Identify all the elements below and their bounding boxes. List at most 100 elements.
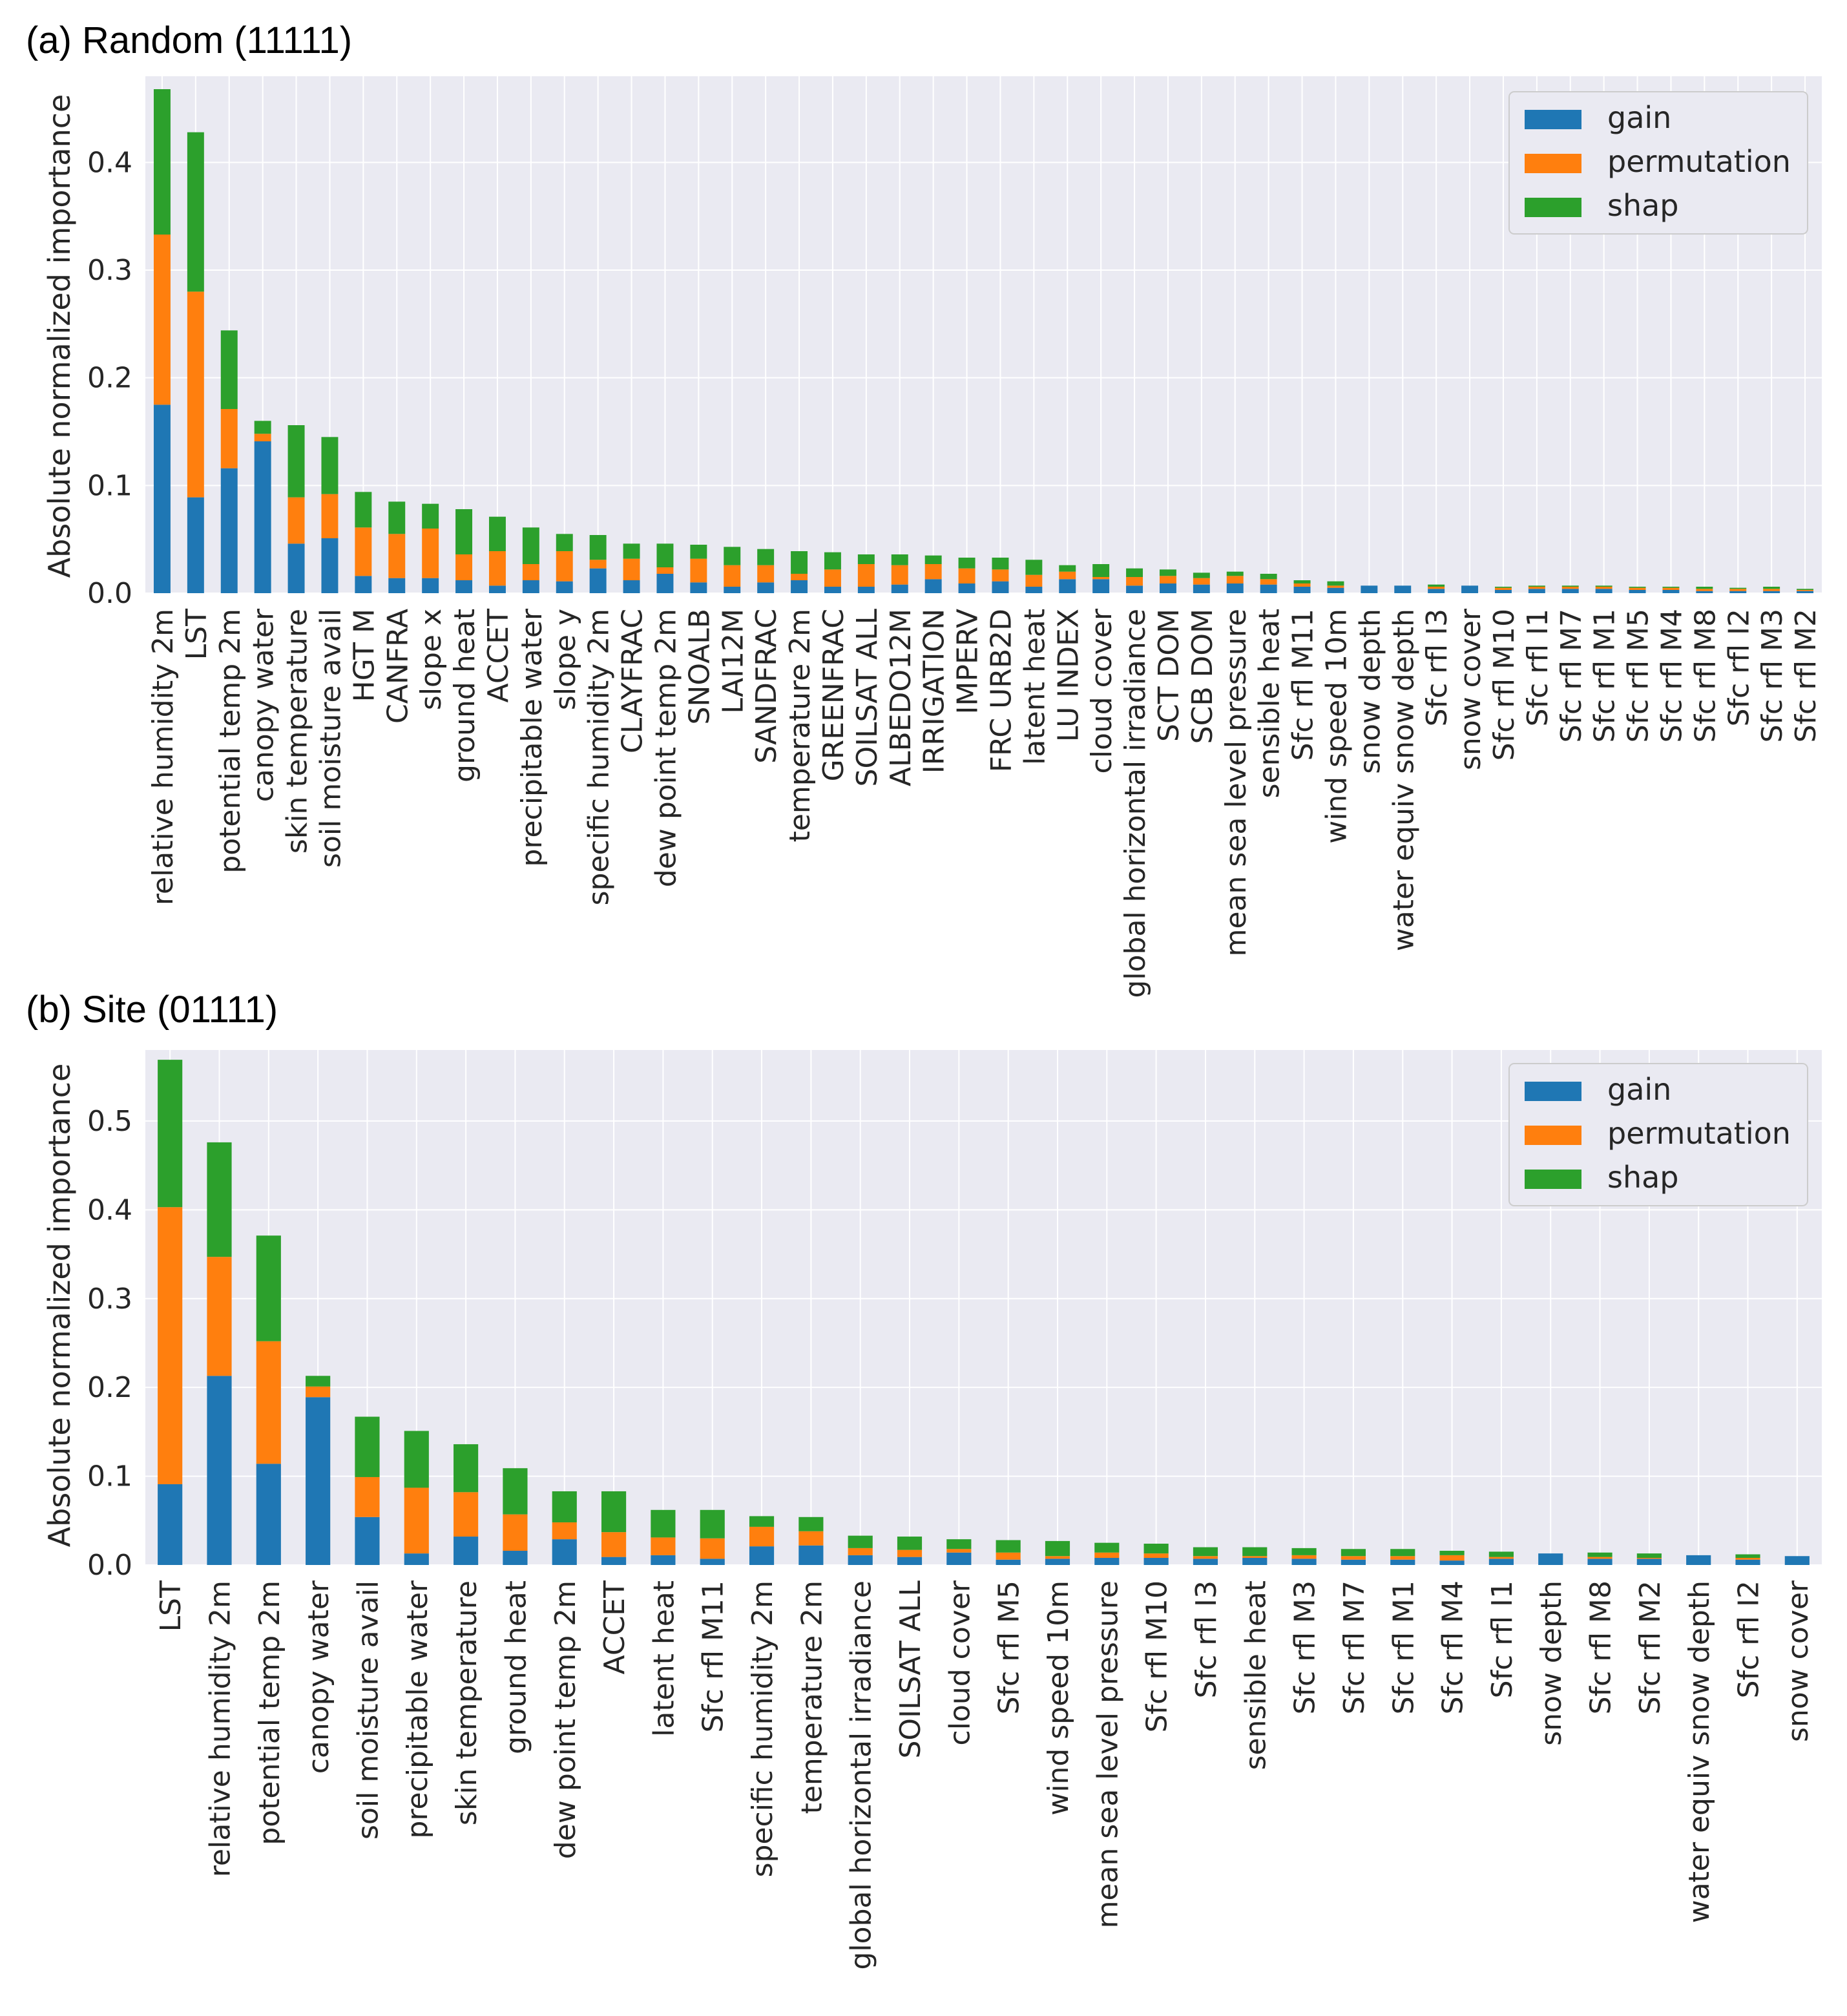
bar-a-skin-temperature-permutation	[287, 497, 305, 544]
panel-b-y-tick-label: 0.0	[87, 1549, 132, 1582]
bar-a-albedo12m-shap	[891, 554, 908, 565]
panel-a-x-tick-label: sensible heat	[1253, 609, 1286, 798]
panel-a-x-tick-label: Sfc rfl I2	[1722, 609, 1755, 726]
panel-b-legend-swatch-gain	[1525, 1082, 1581, 1101]
bar-a-lu-index-gain	[1059, 579, 1076, 593]
bar-b-sfc-rfl-m4-gain	[1439, 1560, 1465, 1565]
panel-a-x-tick-label: dew point temp 2m	[649, 609, 682, 887]
bar-a-sfc-rfl-m7-permutation	[1561, 587, 1579, 589]
panel-a-x-tick-label: mean sea level pressure	[1220, 609, 1253, 956]
bar-a-sfc-rfl-i3-permutation	[1428, 587, 1445, 589]
bar-b-canopy-water-gain	[306, 1397, 331, 1565]
bar-a-wind-speed-10m-permutation	[1327, 585, 1344, 588]
bar-b-skin-temperature-shap	[454, 1444, 479, 1493]
bar-a-snow-depth-gain	[1361, 585, 1378, 593]
bar-a-mean-sea-level-pressure-shap	[1226, 571, 1244, 576]
bar-a-irrigation-gain	[924, 579, 942, 593]
bar-a-slope-y-shap	[556, 534, 573, 551]
bar-b-latent-heat-gain	[651, 1555, 676, 1565]
panel-b-legend-swatch-permutation	[1525, 1126, 1581, 1145]
bar-b-wind-speed-10m-shap	[1045, 1540, 1070, 1557]
bar-a-specific-humidity-2m-gain	[589, 568, 607, 593]
bar-a-canfra-gain	[388, 578, 406, 593]
bar-a-slope-x-shap	[422, 503, 439, 529]
bar-b-sfc-rfl-m1-gain	[1390, 1559, 1415, 1565]
panel-b-x-tick-label: skin temperature	[450, 1580, 483, 1825]
panel-a-x-tick-label: HGT M	[348, 609, 381, 702]
bar-a-greenfrac-gain	[824, 587, 841, 593]
panel-a-x-tick-label: ground heat	[448, 609, 481, 782]
bar-a-wind-speed-10m-shap	[1327, 581, 1344, 586]
panel-b-x-tick-label: snow cover	[1782, 1580, 1815, 1742]
bar-a-sfc-rfl-i1-shap	[1528, 585, 1545, 587]
bar-a-lai12m-shap	[724, 547, 741, 565]
bar-a-sfc-rfl-m1-shap	[1595, 585, 1612, 587]
bar-a-dew-point-temp-2m-shap	[656, 543, 674, 567]
panel-b-x-tick-label: mean sea level pressure	[1091, 1580, 1124, 1928]
bar-b-relative-humidity-2m-gain	[207, 1376, 232, 1565]
bar-b-sfc-rfl-m7-permutation	[1341, 1556, 1366, 1560]
bar-a-lai12m-permutation	[724, 565, 741, 587]
bar-a-lst-permutation	[187, 291, 204, 498]
panel-a-x-tick-label: ACCET	[482, 609, 515, 703]
panel-a-x-tick-label: GREENFRAC	[817, 609, 850, 781]
panel-a-x-tick-label: latent heat	[1018, 609, 1051, 765]
bar-a-soil-moisture-avail-shap	[321, 437, 339, 494]
panel-b-x-tick-label: ground heat	[499, 1580, 532, 1754]
bar-b-wind-speed-10m-gain	[1045, 1559, 1070, 1565]
bar-a-sfc-rfl-m2-permutation	[1797, 590, 1814, 591]
bar-a-sfc-rfl-m5-permutation	[1629, 587, 1646, 590]
bar-a-sfc-rfl-m3-permutation	[1763, 589, 1780, 591]
bar-b-latent-heat-shap	[651, 1509, 676, 1538]
bar-a-canfra-permutation	[388, 534, 406, 578]
bar-a-sensible-heat-gain	[1260, 584, 1277, 593]
panel-b-x-tick-label: LST	[154, 1580, 187, 1632]
bar-b-temperature-2m-gain	[798, 1545, 824, 1565]
bar-b-accet-gain	[601, 1557, 627, 1565]
bar-b-sfc-rfl-m11-gain	[700, 1559, 725, 1565]
bar-a-sfc-rfl-m1-permutation	[1595, 587, 1612, 589]
panel-b-y-tick-label: 0.3	[87, 1283, 132, 1316]
panel-b-x-tick-label: sensible heat	[1239, 1580, 1272, 1770]
panel-a-y-tick-label: 0.2	[87, 362, 132, 395]
bar-a-potential-temp-2m-permutation	[220, 409, 238, 468]
bar-b-water-equiv-snow-depth-gain	[1686, 1555, 1711, 1565]
bar-a-sfc-rfl-m11-shap	[1293, 580, 1311, 583]
bar-a-relative-humidity-2m-permutation	[153, 235, 171, 405]
panel-b-x-tick-label: Sfc rfl I1	[1486, 1580, 1519, 1698]
panel-a-legend-box	[1508, 91, 1808, 235]
bar-a-sensible-heat-shap	[1260, 574, 1277, 580]
panel-a-x-tick-label: IMPERV	[952, 609, 985, 715]
panel-b-x-tick-label: Sfc rfl M7	[1338, 1580, 1371, 1714]
panel-b-x-tick-label: precipitable water	[401, 1580, 434, 1838]
bar-a-frc-urb2d-permutation	[992, 569, 1009, 582]
bar-a-frc-urb2d-gain	[992, 581, 1009, 593]
panel-b-x-tick-label: Sfc rfl M8	[1585, 1580, 1618, 1714]
bar-a-sct-dom-shap	[1159, 569, 1176, 576]
bar-a-sfc-rfl-i1-gain	[1528, 589, 1545, 593]
bar-a-sandfrac-permutation	[757, 565, 775, 583]
bar-a-albedo12m-gain	[891, 584, 908, 593]
bar-a-irrigation-shap	[924, 555, 942, 564]
bar-a-snoalb-gain	[690, 582, 707, 593]
bar-b-snow-depth-gain	[1538, 1553, 1563, 1565]
bar-a-specific-humidity-2m-shap	[589, 535, 607, 560]
panel-a-x-tick-label: snow depth	[1353, 609, 1386, 774]
bar-a-sct-dom-permutation	[1159, 576, 1176, 583]
bar-a-sfc-rfl-m11-permutation	[1293, 583, 1311, 587]
panel-a-x-tick-label: IRRIGATION	[918, 609, 951, 773]
panel-b-x-tick-label: dew point temp 2m	[549, 1580, 582, 1859]
panel-b-x-tick-label: latent heat	[647, 1580, 680, 1737]
panel-a-x-tick-label: Sfc rfl M3	[1756, 609, 1789, 742]
bar-a-imperv-shap	[958, 558, 976, 569]
bar-a-global-horizontal-irradiance-shap	[1126, 568, 1143, 577]
panel-b-x-ticks: LST relative humidity 2m potential temp 2m…	[154, 1580, 1815, 1969]
bar-a-accet-gain	[488, 585, 506, 593]
panel-a-x-tick-label: temperature 2m	[784, 609, 817, 842]
bar-a-latent-heat-shap	[1025, 560, 1043, 575]
bar-b-soilsat-all-shap	[897, 1537, 923, 1550]
bar-a-latent-heat-permutation	[1025, 574, 1043, 587]
panel-a-x-tick-label: SCB DOM	[1186, 609, 1219, 744]
bar-a-potential-temp-2m-gain	[220, 468, 238, 593]
bar-a-soilsat-all-gain	[857, 587, 875, 593]
